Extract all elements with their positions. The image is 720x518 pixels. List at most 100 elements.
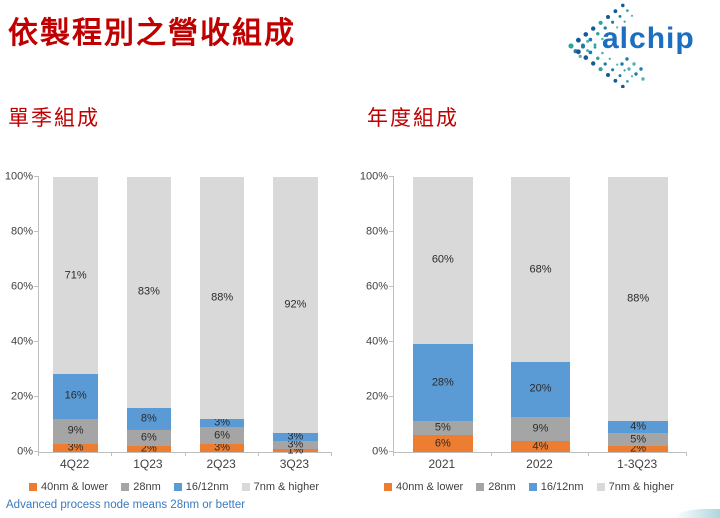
stacked-bar: 3% 6% 3% 88% (199, 177, 245, 454)
y-tick-label: 0% (372, 445, 388, 458)
y-tick-label: 20% (365, 390, 388, 403)
data-label: 3% (214, 441, 231, 454)
data-label: 6% (140, 431, 157, 444)
legend-swatch (28, 483, 37, 491)
bar-segment: 88% (199, 177, 245, 419)
bar-segment: 3% (273, 430, 318, 443)
x-tick-mark (38, 452, 39, 456)
bar-segment: 92% (273, 177, 318, 433)
legend-label: 7nm & higher (253, 481, 320, 493)
data-label: 92% (284, 298, 307, 311)
x-tick-mark (184, 452, 186, 456)
legend: 40nm & lower 28nm 16/12nm 7nm & higher (355, 481, 703, 493)
data-label: 60% (431, 253, 454, 266)
y-tick-label: 80% (365, 225, 388, 238)
bar-segment: 68% (510, 177, 571, 363)
bar-segment: 60% (413, 177, 473, 344)
stacked-bar: 4% 9% 20% 68% (510, 177, 571, 452)
data-label: 3% (287, 430, 304, 443)
stacked-bar: 3% 9% 16% 71% (53, 177, 98, 454)
y-tick-label: 0% (17, 445, 33, 458)
data-label: 20% (529, 382, 552, 395)
category-label: 4Q22 (59, 457, 90, 471)
stacked-bar: 6% 5% 28% 60% (413, 177, 473, 452)
legend: 40nm & lower 28nm 16/12nm 7nm & higher (0, 481, 348, 493)
bar-slot: 4% 9% 20% 68% (492, 177, 590, 452)
data-label: 2% (630, 442, 647, 455)
data-label: 9% (532, 422, 549, 435)
legend-item: 16/12nm (528, 481, 584, 493)
y-tick-mark (34, 341, 39, 342)
bar-segment: 6% (126, 429, 172, 447)
category-label: 2Q23 (206, 457, 236, 471)
data-label: 3% (287, 438, 304, 451)
bar-segment: 5% (413, 421, 473, 436)
y-tick-mark (389, 451, 394, 452)
bar-segment: 28% (413, 343, 473, 422)
data-label: 9% (67, 424, 84, 437)
legend-swatch (241, 483, 250, 491)
legend-swatch (596, 483, 605, 491)
bar-segment: 2% (126, 442, 172, 455)
legend-item: 7nm & higher (241, 481, 320, 493)
y-tick-label: 60% (10, 280, 33, 293)
y-tick-label: 20% (10, 390, 33, 403)
y-tick-mark (389, 396, 394, 397)
x-tick-mark (686, 452, 687, 456)
bar-segment: 1% (273, 445, 318, 456)
legend-swatch (528, 483, 537, 491)
data-label: 2% (140, 442, 157, 455)
legend-label: 40nm & lower (395, 481, 464, 493)
category-label: 2021 (428, 457, 456, 471)
y-tick-mark (389, 176, 394, 177)
legend-item: 28nm (121, 481, 161, 493)
y-tick-label: 40% (10, 335, 33, 348)
data-label: 88% (211, 291, 234, 304)
data-label: 1% (287, 444, 304, 457)
corner-accent-shape (674, 509, 720, 518)
y-tick-mark (34, 286, 39, 287)
data-label: 6% (214, 429, 231, 441)
data-label: 68% (529, 263, 552, 276)
bar-slot: 3% 6% 3% 88% (186, 177, 259, 454)
bar-segment: 6% (199, 427, 245, 444)
bar-segment: 9% (510, 416, 571, 442)
chart-subtitle-quarterly: 單季組成 (8, 106, 100, 130)
category-label: 1-3Q23 (617, 457, 658, 471)
y-tick-mark (34, 231, 39, 232)
plot-area: 6% 5% 28% 60% 4% 9% 20% 68% 2% 5% 4% 88% (389, 176, 687, 456)
y-tick-label: 60% (365, 280, 388, 293)
legend-item: 16/12nm (173, 481, 229, 493)
y-tick-mark (34, 451, 39, 452)
legend-label: 16/12nm (540, 481, 584, 493)
bar-segment: 88% (608, 177, 668, 422)
data-label: 4% (630, 420, 647, 433)
stacked-bar: 1% 3% 3% 92% (273, 177, 318, 456)
bar-segment: 83% (126, 177, 172, 408)
x-tick-mark (393, 452, 394, 456)
data-label: 28% (431, 376, 454, 389)
legend-item: 40nm & lower (383, 481, 464, 493)
data-label: 3% (67, 441, 84, 454)
legend-swatch (173, 483, 182, 491)
bar-segment: 3% (199, 416, 245, 429)
alchip-logo: alchip (556, 2, 714, 88)
x-tick-mark (490, 452, 492, 456)
legend-label: 40nm & lower (40, 481, 109, 493)
y-tick-mark (34, 396, 39, 397)
page-title: 依製程別之營收組成 (8, 16, 296, 51)
category-axis: 2021 2022 1-3Q23 (393, 457, 686, 471)
bar-slot: 6% 5% 28% 60% (394, 177, 492, 452)
y-tick-mark (389, 286, 394, 287)
data-label: 3% (214, 416, 231, 429)
data-label: 71% (64, 269, 87, 282)
stacked-bar: 2% 6% 8% 83% (126, 177, 172, 455)
bar-segment: 9% (53, 418, 98, 444)
bar-segment: 8% (126, 407, 172, 430)
x-tick-mark (111, 452, 113, 456)
footnote: Advanced process node means 28nm or bett… (6, 499, 246, 511)
legend-swatch (121, 483, 130, 491)
bar-segment: 2% (608, 442, 668, 455)
bar-segment: 3% (199, 441, 245, 454)
y-tick-mark (34, 176, 39, 177)
